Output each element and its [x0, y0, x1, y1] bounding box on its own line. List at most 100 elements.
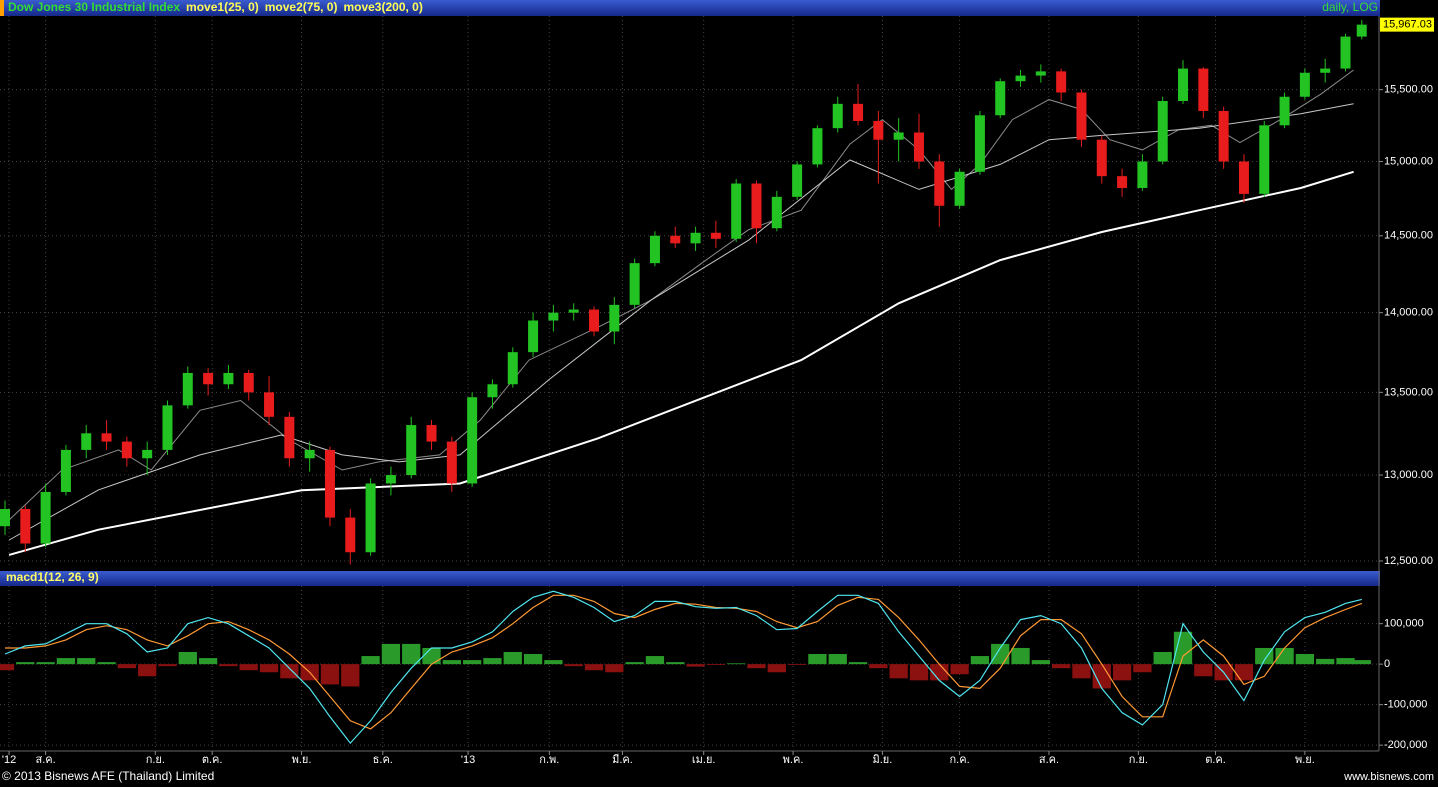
histogram-bar: [239, 664, 258, 671]
candle-body: [832, 103, 843, 129]
histogram-bar: [1275, 647, 1294, 665]
histogram-bar: [1255, 647, 1274, 665]
histogram-bar: [605, 664, 624, 673]
histogram-bar: [584, 664, 604, 671]
candle-body: [487, 384, 498, 398]
candle-body: [1035, 71, 1046, 76]
x-tick-label: มิ.ย.: [873, 754, 893, 766]
candle-body: [1218, 110, 1229, 162]
histogram-bar: [97, 662, 116, 665]
candle-body: [446, 441, 457, 484]
candle-body: [20, 509, 31, 544]
candle-body: [0, 509, 10, 527]
candle-body: [81, 433, 92, 450]
y-tick-label: 100,000: [1384, 618, 1424, 630]
y-tick-label: -100,000: [1384, 699, 1427, 711]
histogram-bar: [1031, 660, 1050, 665]
histogram-bar: [970, 656, 990, 665]
candle-body: [101, 433, 112, 442]
y-tick-label: 15,500.00: [1384, 84, 1433, 96]
candle-body: [1178, 68, 1189, 102]
y-tick-label: 13,000.00: [1384, 469, 1433, 481]
histogram-bar: [808, 654, 827, 665]
candle-body: [853, 103, 864, 121]
candle-body: [710, 232, 721, 239]
histogram-bar: [259, 664, 279, 673]
candle-body: [913, 132, 924, 162]
histogram-bar: [909, 664, 929, 681]
y-tick-label: 12,500.00: [1384, 555, 1433, 567]
candle-body: [568, 309, 579, 313]
candle-body: [812, 128, 823, 165]
histogram-bar: [869, 664, 888, 669]
histogram-bar: [56, 658, 76, 665]
candle-body: [528, 320, 539, 353]
candle-body: [1096, 139, 1107, 177]
candle-body: [1076, 92, 1087, 140]
histogram-bar: [483, 658, 502, 665]
candle-body: [934, 161, 945, 206]
histogram-bar: [828, 654, 847, 665]
histogram-bar: [706, 664, 726, 665]
x-tick-label: มี.ค.: [612, 753, 633, 766]
macd-header-bar: [0, 571, 1380, 586]
candle-body: [304, 449, 315, 459]
candle-body: [223, 372, 234, 385]
histogram-bar: [1316, 658, 1335, 665]
histogram-bar: [117, 664, 137, 669]
histogram-bar: [77, 658, 96, 665]
histogram-bar: [1153, 652, 1172, 665]
histogram-bar: [787, 664, 807, 665]
period-label: daily, LOG: [1322, 0, 1378, 14]
x-tick-label: เม.ย.: [692, 754, 716, 766]
legend-entry: move3(200, 0): [343, 0, 422, 14]
histogram-bar: [645, 656, 665, 665]
candle-body: [284, 416, 295, 459]
candle-body: [406, 425, 417, 476]
candle-body: [243, 372, 254, 393]
x-tick-label: ส.ค.: [1039, 754, 1059, 766]
candle-body: [974, 115, 985, 172]
candle-body: [1137, 161, 1148, 188]
candle-body: [385, 475, 396, 484]
candle-body: [365, 483, 376, 553]
header-bar: [0, 0, 1380, 16]
histogram-bar: [544, 660, 563, 665]
histogram-bar: [280, 664, 299, 679]
histogram-bar: [138, 664, 157, 677]
histogram-bar: [442, 660, 461, 665]
candle-body: [142, 449, 153, 459]
histogram-bar: [747, 664, 766, 669]
x-tick-label: ธ.ค.: [373, 754, 393, 766]
candle-body: [1198, 68, 1209, 111]
histogram-bar: [1112, 664, 1132, 681]
histogram-bar: [727, 663, 746, 665]
histogram-bar: [320, 664, 340, 685]
histogram-bar: [1072, 664, 1091, 679]
candle-body: [954, 171, 965, 206]
x-tick-label: ต.ค.: [202, 754, 223, 766]
histogram-bar: [1234, 664, 1254, 681]
candle-body: [1340, 36, 1351, 69]
histogram-bar: [767, 664, 786, 673]
candle-body: [690, 232, 701, 244]
histogram-bar: [523, 654, 543, 665]
histogram-bar: [178, 652, 197, 665]
histogram-bar: [422, 647, 441, 665]
last-price-box: [1380, 17, 1434, 32]
candle-body: [548, 312, 559, 321]
candle-body: [264, 392, 275, 417]
y-tick-label: 14,500.00: [1384, 230, 1433, 242]
candle-body: [203, 372, 214, 385]
last-price-label: 15,967.03: [1383, 19, 1432, 31]
x-tick-label: ก.พ.: [539, 754, 559, 766]
histogram-bar: [950, 664, 969, 675]
macd-line: [4, 590, 1362, 745]
y-tick-label: 15,000.00: [1384, 155, 1433, 167]
histogram-bar: [158, 664, 177, 667]
candle-body: [1259, 125, 1270, 194]
legend-entry: move1(25, 0): [186, 0, 259, 14]
x-tick-label: '13: [461, 754, 475, 766]
x-tick-label: พ.ค.: [783, 754, 804, 766]
x-tick-label: ก.ย.: [1129, 754, 1148, 766]
